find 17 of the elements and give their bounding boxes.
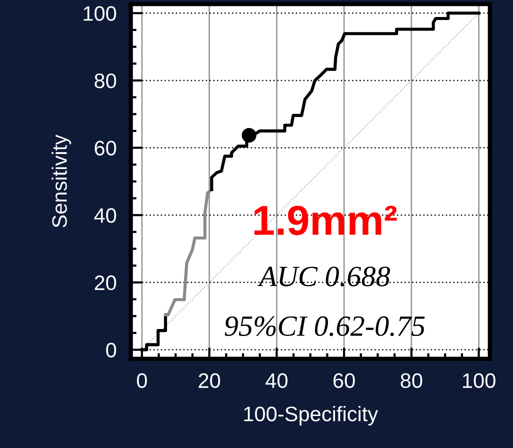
- x-tick-label: 0: [136, 373, 147, 388]
- y-tick-label: 20: [94, 275, 116, 290]
- y-axis-title: Sensitivity: [52, 134, 72, 228]
- annotation: AUC 0.688: [258, 266, 390, 286]
- x-tick-label: 40: [266, 373, 288, 388]
- y-tick-label: 80: [94, 73, 116, 88]
- x-tick-label: 20: [198, 373, 220, 388]
- x-axis-title: 100-Specificity: [244, 406, 378, 426]
- annotation: 1.9mm²: [254, 206, 397, 236]
- x-tick-label: 100: [463, 373, 496, 388]
- y-tick-label: 40: [94, 208, 116, 223]
- y-tick-label: 0: [106, 342, 116, 358]
- x-tick-label: 80: [400, 373, 422, 388]
- x-tick-label: 60: [334, 373, 355, 388]
- annotation: 95%CI 0.62-0.75: [224, 316, 425, 336]
- y-tick-label: 100: [84, 6, 116, 21]
- y-tick-label: 60: [94, 140, 116, 156]
